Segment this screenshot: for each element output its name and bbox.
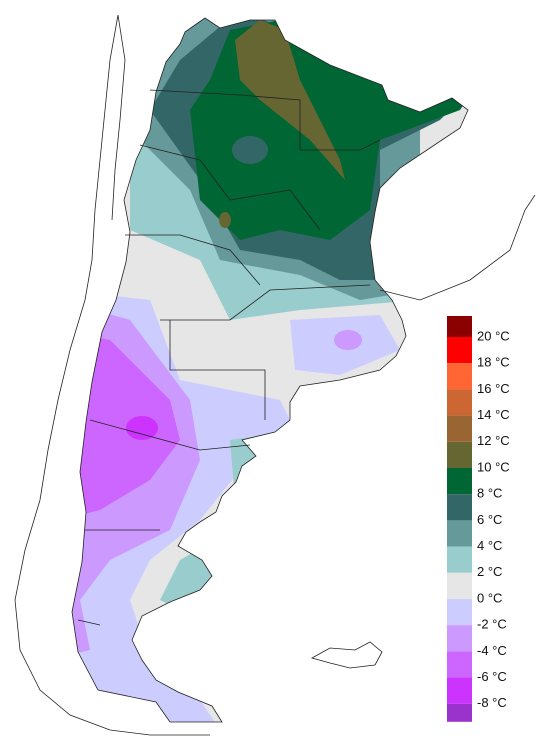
legend-label: 10 °C <box>477 459 510 474</box>
legend-label: 6 °C <box>477 512 502 527</box>
legend-swatch <box>447 546 472 573</box>
legend: 20 °C 18 °C 16 °C 14 °C 12 °C 10 °C 8 °C 6 °C 4 … <box>447 316 510 722</box>
legend-label: -8 °C <box>477 695 507 710</box>
legend-swatch <box>447 337 472 364</box>
legend-swatch <box>447 441 472 468</box>
legend-label: 16 °C <box>477 381 510 396</box>
legend-swatch <box>447 520 472 547</box>
legend-swatch <box>447 415 472 442</box>
legend-label: 18 °C <box>477 355 510 370</box>
legend-label: -2 °C <box>477 617 507 632</box>
legend-swatch <box>447 677 472 704</box>
legend-swatch <box>447 572 472 599</box>
legend-label: 4 °C <box>477 538 502 553</box>
chile-coast <box>14 14 210 736</box>
legend-swatch <box>447 494 472 521</box>
province-borders <box>77 89 381 626</box>
legend-swatch <box>447 651 472 678</box>
legend-label: 20 °C <box>477 328 510 343</box>
legend-label: -4 °C <box>477 643 507 658</box>
legend-label: 12 °C <box>477 433 510 448</box>
legend-swatch <box>447 703 472 722</box>
legend-label: -6 °C <box>477 669 507 684</box>
legend-label: 0 °C <box>477 590 502 605</box>
legend-swatch <box>447 389 472 416</box>
legend-swatch <box>447 363 472 390</box>
legend-swatch <box>447 468 472 495</box>
legend-label: 8 °C <box>477 486 502 501</box>
legend-swatch <box>447 625 472 652</box>
legend-swatch <box>447 599 472 626</box>
uruguay-coast <box>379 194 536 301</box>
falklands <box>310 641 383 669</box>
legend-label: 2 °C <box>477 564 502 579</box>
legend-label: 14 °C <box>477 407 510 422</box>
legend-swatch <box>447 316 472 337</box>
